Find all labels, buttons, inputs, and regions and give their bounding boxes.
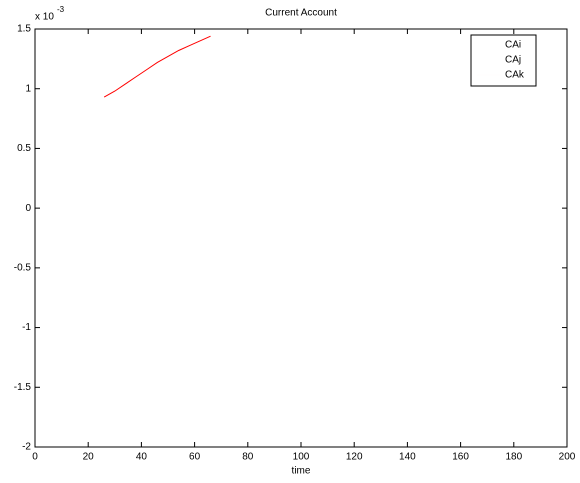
legend-label: CAi — [505, 40, 521, 51]
x-tick-label: 0 — [32, 452, 38, 463]
x-tick-label: 200 — [559, 452, 576, 463]
x-tick-label: 160 — [452, 452, 469, 463]
y-tick-label: -2 — [22, 442, 31, 453]
y-exponent-base: x 10 — [35, 12, 54, 23]
y-tick-label: 1 — [25, 83, 31, 94]
x-tick-label: 80 — [242, 452, 254, 463]
y-tick-label: -0.5 — [14, 262, 32, 273]
y-tick-label: 1.5 — [17, 24, 31, 35]
x-tick-label: 40 — [136, 452, 148, 463]
x-tick-label: 20 — [83, 452, 95, 463]
legend-label: CAk — [505, 70, 525, 81]
y-tick-label: -1 — [22, 322, 31, 333]
legend-box — [470, 34, 537, 87]
x-tick-label: 120 — [346, 452, 363, 463]
y-tick-label: 0.5 — [17, 143, 31, 154]
series-line — [103, 35, 211, 98]
y-tick-label: -1.5 — [14, 382, 32, 393]
x-tick-label: 180 — [505, 452, 522, 463]
y-tick-label: 0 — [25, 203, 31, 214]
x-tick-label: 140 — [399, 452, 416, 463]
x-tick-label: 100 — [293, 452, 310, 463]
chart-title: Current Account — [265, 8, 337, 19]
y-exponent: -3 — [57, 5, 65, 14]
x-tick-label: 60 — [189, 452, 201, 463]
x-axis-label: time — [292, 466, 311, 477]
legend-label: CAj — [505, 55, 521, 66]
